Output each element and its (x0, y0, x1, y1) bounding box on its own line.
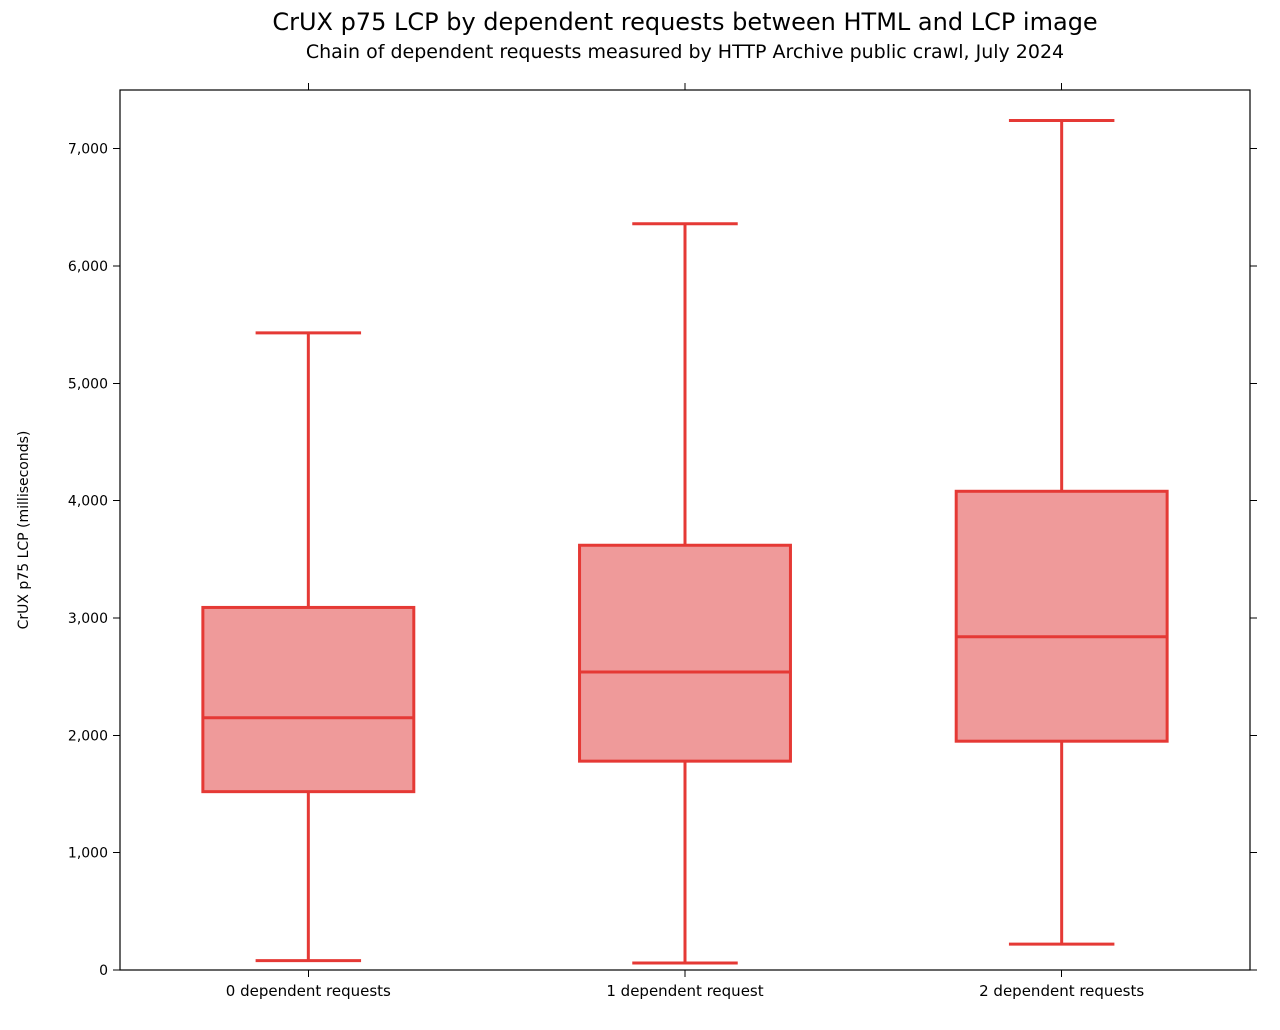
box-1 (580, 224, 791, 963)
y-tick-label: 1,000 (68, 846, 108, 862)
boxplot-chart: CrUX p75 LCP by dependent requests betwe… (0, 0, 1280, 1030)
y-tick-label: 7,000 (68, 142, 108, 158)
box-0 (203, 333, 414, 961)
plot-area (120, 90, 1250, 970)
y-tick-label: 6,000 (68, 259, 108, 275)
y-tick-label: 0 (99, 963, 108, 979)
y-tick-label: 5,000 (68, 376, 108, 392)
y-tick-label: 2,000 (68, 728, 108, 744)
y-axis-label: CrUX p75 LCP (milliseconds) (16, 431, 32, 630)
chart-subtitle: Chain of dependent requests measured by … (306, 41, 1064, 63)
y-tick-label: 3,000 (68, 611, 108, 627)
y-tick-label: 4,000 (68, 494, 108, 510)
x-category-label: 1 dependent request (606, 982, 763, 1000)
box-2 (956, 121, 1167, 945)
chart-title: CrUX p75 LCP by dependent requests betwe… (272, 8, 1097, 36)
x-category-label: 2 dependent requests (979, 982, 1144, 1000)
x-category-label: 0 dependent requests (226, 982, 391, 1000)
